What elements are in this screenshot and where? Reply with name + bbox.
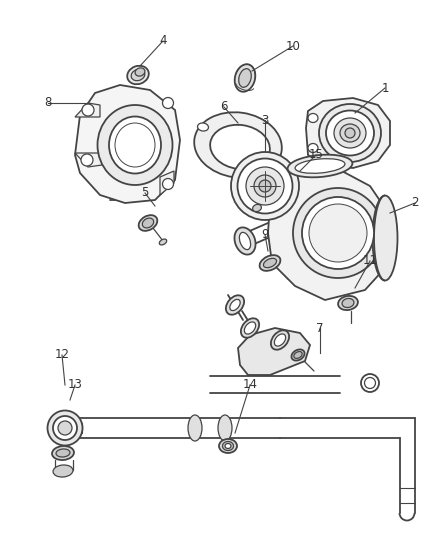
Ellipse shape — [235, 64, 255, 92]
Text: 3: 3 — [261, 114, 268, 126]
Text: 1: 1 — [381, 82, 389, 94]
Ellipse shape — [135, 68, 145, 76]
Ellipse shape — [234, 228, 255, 255]
Ellipse shape — [254, 175, 276, 197]
Ellipse shape — [361, 374, 379, 392]
Ellipse shape — [291, 350, 304, 360]
Ellipse shape — [239, 69, 251, 87]
Ellipse shape — [253, 204, 261, 212]
Text: 14: 14 — [243, 378, 258, 392]
Ellipse shape — [271, 330, 289, 350]
Ellipse shape — [364, 377, 375, 389]
Polygon shape — [306, 98, 390, 168]
Ellipse shape — [302, 197, 374, 269]
Ellipse shape — [319, 104, 381, 162]
Ellipse shape — [260, 255, 280, 271]
Text: 6: 6 — [220, 101, 228, 114]
Ellipse shape — [231, 152, 299, 220]
Text: 11: 11 — [363, 254, 378, 268]
Ellipse shape — [188, 415, 202, 441]
Ellipse shape — [293, 188, 383, 278]
Text: 12: 12 — [54, 349, 70, 361]
Text: 15: 15 — [308, 149, 323, 161]
Ellipse shape — [162, 98, 173, 109]
Ellipse shape — [218, 415, 232, 441]
Polygon shape — [75, 153, 102, 167]
Ellipse shape — [53, 465, 73, 477]
Ellipse shape — [230, 300, 240, 311]
Ellipse shape — [244, 322, 256, 334]
Ellipse shape — [237, 158, 293, 214]
Ellipse shape — [81, 154, 93, 166]
Ellipse shape — [127, 66, 149, 84]
Text: 10: 10 — [286, 39, 300, 52]
Text: 8: 8 — [44, 96, 52, 109]
Polygon shape — [75, 103, 100, 117]
Ellipse shape — [338, 296, 358, 310]
Ellipse shape — [334, 118, 366, 148]
Ellipse shape — [259, 180, 271, 192]
Polygon shape — [75, 85, 180, 203]
Text: 5: 5 — [141, 187, 148, 199]
Text: 2: 2 — [411, 197, 419, 209]
Ellipse shape — [269, 159, 280, 167]
Ellipse shape — [274, 334, 286, 346]
Ellipse shape — [223, 441, 233, 450]
Ellipse shape — [115, 123, 155, 167]
Text: 13: 13 — [67, 378, 82, 392]
Ellipse shape — [326, 110, 374, 156]
Ellipse shape — [162, 179, 173, 190]
Text: 4: 4 — [159, 35, 167, 47]
Ellipse shape — [47, 410, 82, 446]
Ellipse shape — [198, 123, 208, 131]
Ellipse shape — [340, 124, 360, 142]
Ellipse shape — [139, 215, 157, 231]
Ellipse shape — [345, 128, 355, 138]
Ellipse shape — [295, 159, 345, 173]
Ellipse shape — [58, 421, 72, 435]
Ellipse shape — [263, 259, 276, 268]
Ellipse shape — [240, 232, 251, 249]
Text: 9: 9 — [261, 229, 269, 241]
Ellipse shape — [210, 125, 270, 169]
Ellipse shape — [246, 167, 284, 205]
Ellipse shape — [308, 143, 318, 152]
Ellipse shape — [225, 443, 231, 448]
Ellipse shape — [309, 204, 367, 262]
Ellipse shape — [294, 352, 302, 358]
Ellipse shape — [372, 196, 398, 280]
Ellipse shape — [82, 104, 94, 116]
Ellipse shape — [53, 416, 77, 440]
Polygon shape — [160, 171, 174, 195]
Ellipse shape — [131, 69, 145, 80]
Ellipse shape — [342, 298, 354, 308]
Ellipse shape — [52, 446, 74, 460]
Ellipse shape — [98, 105, 173, 185]
Ellipse shape — [241, 318, 259, 338]
Ellipse shape — [56, 449, 70, 457]
Polygon shape — [238, 328, 310, 375]
Ellipse shape — [226, 295, 244, 314]
Ellipse shape — [288, 155, 353, 177]
Ellipse shape — [308, 114, 318, 123]
Polygon shape — [268, 170, 390, 300]
Ellipse shape — [142, 218, 154, 228]
Ellipse shape — [159, 239, 167, 245]
Text: 7: 7 — [316, 321, 324, 335]
Ellipse shape — [194, 112, 282, 178]
Ellipse shape — [219, 439, 237, 453]
Ellipse shape — [109, 117, 161, 174]
